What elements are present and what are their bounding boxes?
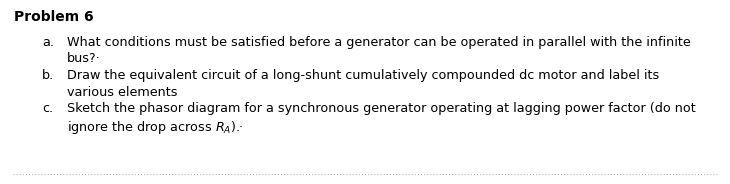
Text: What conditions must be satisfied before a generator can be operated in parallel: What conditions must be satisfied before… — [67, 36, 691, 49]
Text: ignore the drop across $R_A$).·: ignore the drop across $R_A$).· — [67, 118, 244, 135]
Text: Problem 6: Problem 6 — [14, 10, 93, 24]
Text: bus?·: bus?· — [67, 52, 101, 66]
Text: a.: a. — [42, 36, 54, 49]
Text: Draw the equivalent circuit of a long-shunt cumulatively compounded dc motor and: Draw the equivalent circuit of a long-sh… — [67, 69, 659, 82]
Text: Sketch the phasor diagram for a synchronous generator operating at lagging power: Sketch the phasor diagram for a synchron… — [67, 102, 696, 115]
Text: c.: c. — [42, 102, 53, 115]
Text: various elements: various elements — [67, 86, 177, 98]
Text: b.: b. — [42, 69, 55, 82]
